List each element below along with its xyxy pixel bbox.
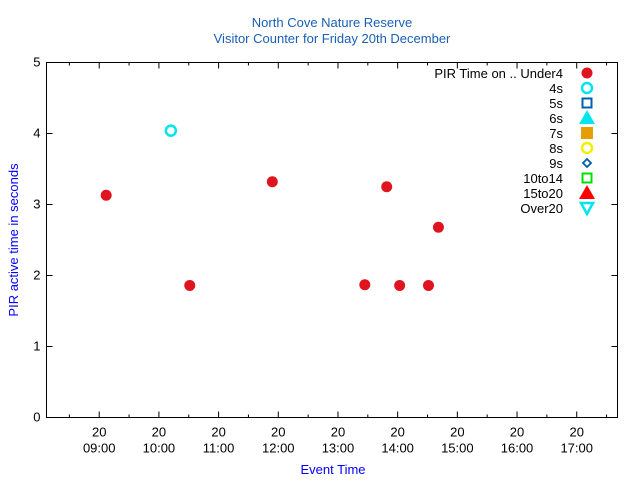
x-tick-label-day: 20 [569,425,583,440]
legend-label: Over20 [520,201,563,216]
legend-marker-6s [579,110,595,124]
x-tick-label-time: 17:00 [560,441,593,456]
data-point-4s [164,124,178,137]
data-point-under4 [100,189,112,201]
legend-label: 9s [549,156,563,171]
y-tick-label: 1 [33,339,40,354]
legend-label: 8s [549,141,563,156]
legend-marker-under4 [581,67,593,79]
x-tick-label-day: 20 [152,425,166,440]
data-point-under4 [381,181,393,193]
data-point-under4 [359,279,371,291]
legend-label: 5s [549,96,563,111]
y-tick-label: 0 [33,410,40,425]
legend-label: 15to20 [523,186,563,201]
data-point-under4 [422,279,434,291]
legend-marker-over20 [578,201,596,217]
chart-title: North Cove Nature Reserve [252,15,412,30]
legend-marker-7s [581,127,593,139]
y-tick-label: 5 [33,55,40,70]
x-tick-label-day: 20 [271,425,285,440]
legend-marker-5s [581,97,593,109]
x-tick-label-day: 20 [211,425,225,440]
x-tick-label-time: 15:00 [441,441,474,456]
x-tick-label-time: 11:00 [203,441,235,456]
x-tick-label-day: 20 [92,425,106,440]
legend-marker-15to20 [579,185,595,199]
y-axis-label: PIR active time in seconds [6,163,21,317]
x-tick-label-day: 20 [510,425,524,440]
data-point-under4 [432,221,444,233]
legend-marker-4s [580,81,594,95]
x-tick-label-day: 20 [450,425,464,440]
x-tick-label-time: 16:00 [501,441,534,456]
legend-marker-9s [581,157,593,169]
x-tick-label-time: 14:00 [381,441,414,456]
x-tick-label-time: 12:00 [262,441,295,456]
legend-marker-10to14 [581,172,593,184]
x-tick-label-day: 20 [331,425,345,440]
y-tick-label: 2 [33,268,40,283]
data-point-under4 [184,279,196,291]
x-tick-label-time: 13:00 [322,441,355,456]
y-tick-label: 3 [33,197,40,212]
legend-label: 7s [549,126,563,141]
plot-frame [46,62,618,418]
legend-label: 6s [549,111,563,126]
legend-label: 4s [549,81,563,96]
x-tick-label-time: 10:00 [143,441,176,456]
y-tick-label: 4 [33,126,40,141]
data-point-under4 [266,176,278,188]
x-tick-label-time: 09:00 [83,441,116,456]
x-tick-label-day: 20 [390,425,404,440]
legend-label: 10to14 [523,171,563,186]
legend-marker-8s [580,141,594,155]
data-point-under4 [394,279,406,291]
x-axis-label: Event Time [300,462,365,477]
legend-label: PIR Time on .. Under4 [434,66,563,81]
chart-subtitle: Visitor Counter for Friday 20th December [214,31,451,46]
